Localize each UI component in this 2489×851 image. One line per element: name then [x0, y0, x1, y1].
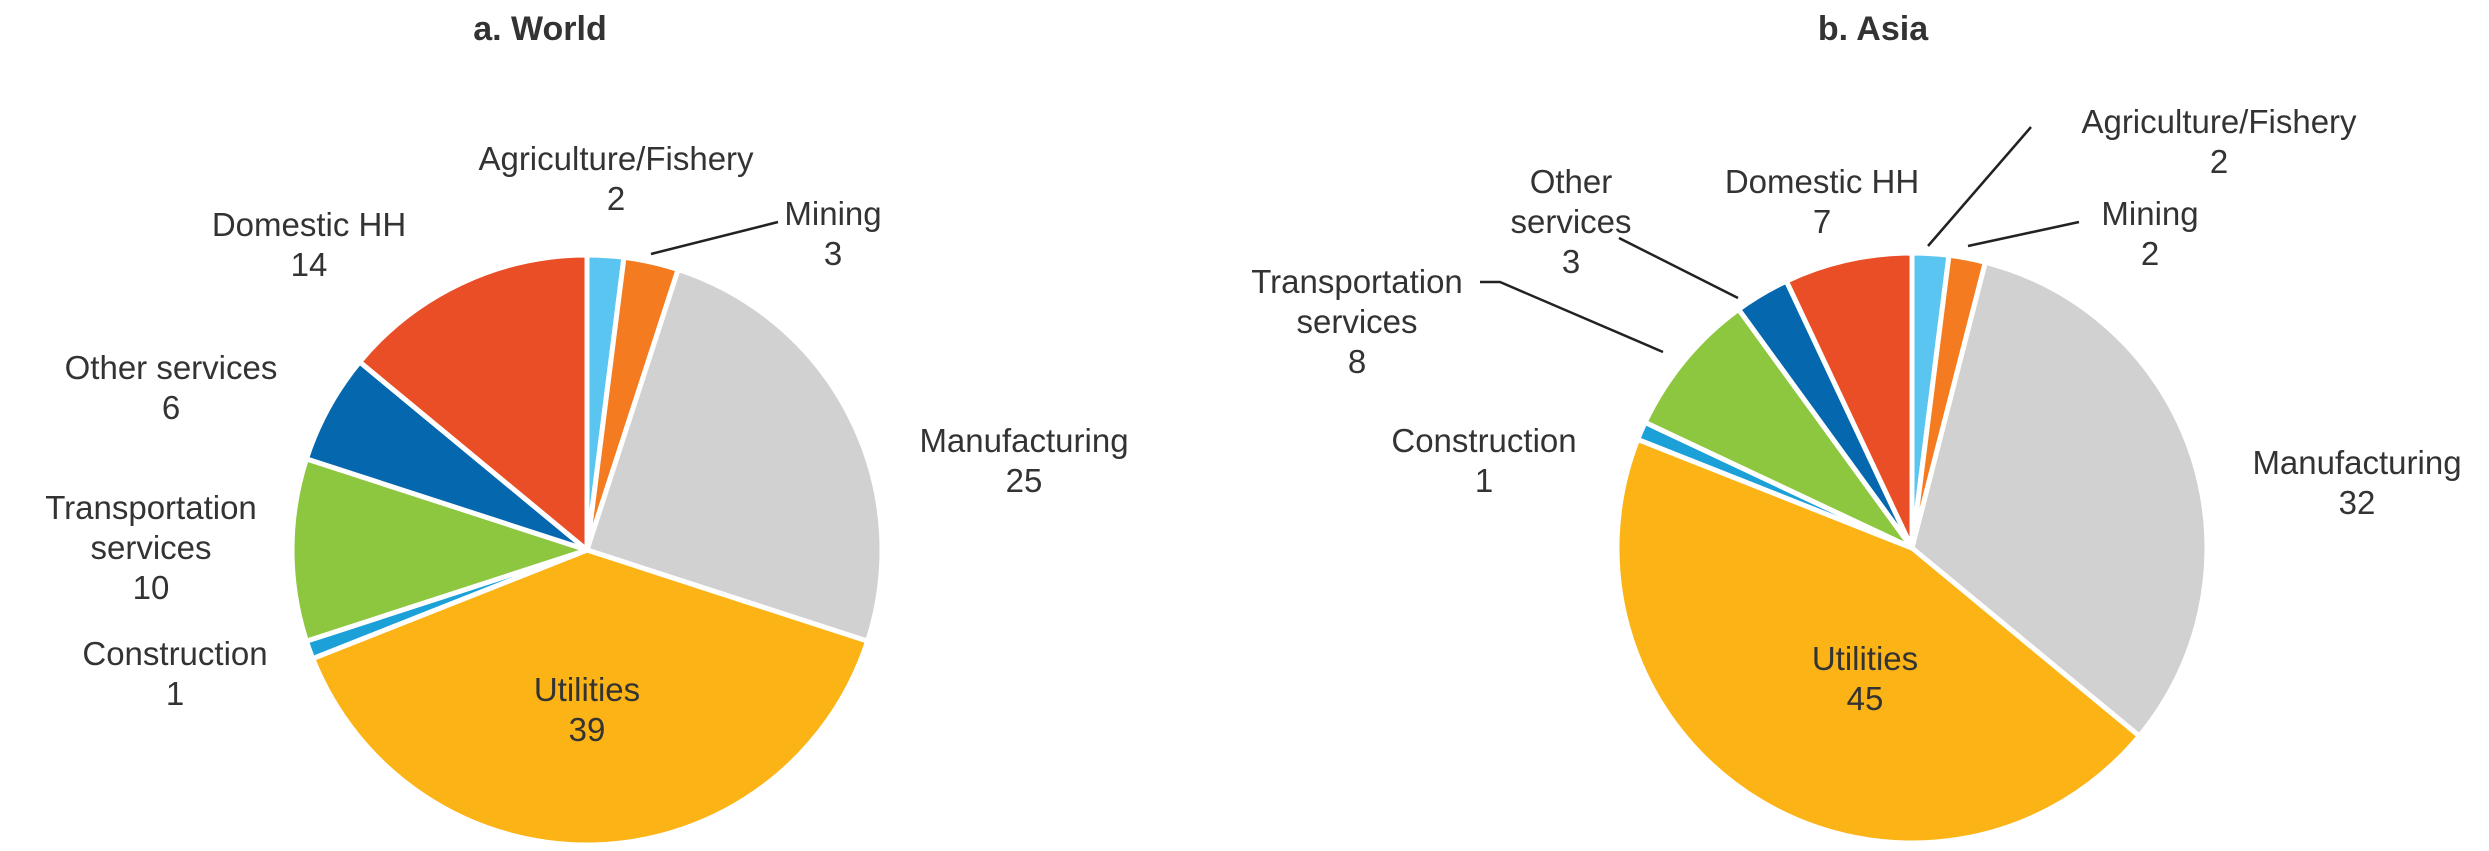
- pie-slice: [584, 266, 885, 644]
- chart-title: b. Asia: [1817, 10, 1929, 48]
- pie-slice: [1642, 306, 1915, 551]
- category-name: Mining: [784, 195, 882, 232]
- category-name: Utilities: [533, 671, 641, 708]
- category-name: Domestic HH: [1724, 163, 1920, 200]
- slice-value: 10: [132, 569, 170, 606]
- slice-label: Domestic HH 7: [1692, 162, 1952, 242]
- leader-line: [1480, 280, 1664, 354]
- slice-value: 32: [2338, 484, 2376, 521]
- pie-slice: [357, 252, 590, 553]
- slice-value: 2: [2209, 143, 2229, 180]
- slice-value: 1: [1474, 462, 1494, 499]
- category-name: Utilities: [1811, 640, 1919, 677]
- category-name: Domestic HH: [211, 206, 407, 243]
- category-name: Transportation services: [1251, 263, 1463, 340]
- slice-label: Agriculture/Fishery 2: [406, 139, 826, 219]
- slice-value: 25: [1005, 462, 1043, 499]
- slice-label: Construction 1: [1354, 421, 1614, 501]
- slice-value: 6: [161, 389, 181, 426]
- slice-label: Construction 1: [45, 634, 305, 714]
- pie-slice: [1909, 259, 2210, 739]
- pie-slice: [310, 547, 871, 848]
- category-name: Construction: [1391, 422, 1577, 459]
- slice-label: Other services 6: [11, 348, 331, 428]
- slice-label: Other services 3: [1496, 162, 1646, 282]
- pie-slice: [1614, 436, 2142, 846]
- slice-label: Mining 2: [2050, 194, 2250, 274]
- slice-value: 14: [290, 246, 328, 283]
- slice-value: 2: [606, 180, 626, 217]
- category-name: Manufacturing: [2252, 444, 2462, 481]
- category-name: Transportation services: [45, 489, 257, 566]
- pie-slice: [1783, 250, 1915, 551]
- leader-line: [1618, 236, 1739, 300]
- slice-value: 45: [1846, 680, 1884, 717]
- leader-line: [1967, 220, 2080, 248]
- pie-slice: [289, 456, 590, 644]
- category-name: Manufacturing: [919, 422, 1129, 459]
- slice-label: Domestic HH 14: [179, 205, 439, 285]
- slice-value: 8: [1347, 343, 1367, 380]
- category-name: Agriculture/Fishery: [2081, 103, 2357, 140]
- slice-label: Manufacturing 32: [2207, 443, 2489, 523]
- slice-label: Transportation services 10: [26, 488, 276, 608]
- slice-label: Utilities 39: [487, 670, 687, 750]
- slice-value: 3: [823, 235, 843, 272]
- slice-value: 3: [1561, 243, 1581, 280]
- category-name: Other services: [64, 349, 278, 386]
- chart-title: a. World: [473, 10, 607, 48]
- slice-label: Mining 3: [733, 194, 933, 274]
- leader-line: [650, 220, 779, 256]
- category-name: Other services: [1510, 163, 1632, 240]
- slice-label: Agriculture/Fishery 2: [2009, 102, 2429, 182]
- leader-line: [1927, 126, 2032, 247]
- category-name: Construction: [82, 635, 268, 672]
- slice-label: Manufacturing 25: [874, 421, 1174, 501]
- slice-label: Transportation services 8: [1232, 262, 1482, 382]
- category-name: Agriculture/Fishery: [478, 140, 754, 177]
- slice-label: Utilities 45: [1765, 639, 1965, 719]
- category-name: Mining: [2101, 195, 2199, 232]
- slice-value: 7: [1812, 203, 1832, 240]
- slice-value: 2: [2140, 235, 2160, 272]
- slice-value: 39: [568, 711, 606, 748]
- slice-value: 1: [165, 675, 185, 712]
